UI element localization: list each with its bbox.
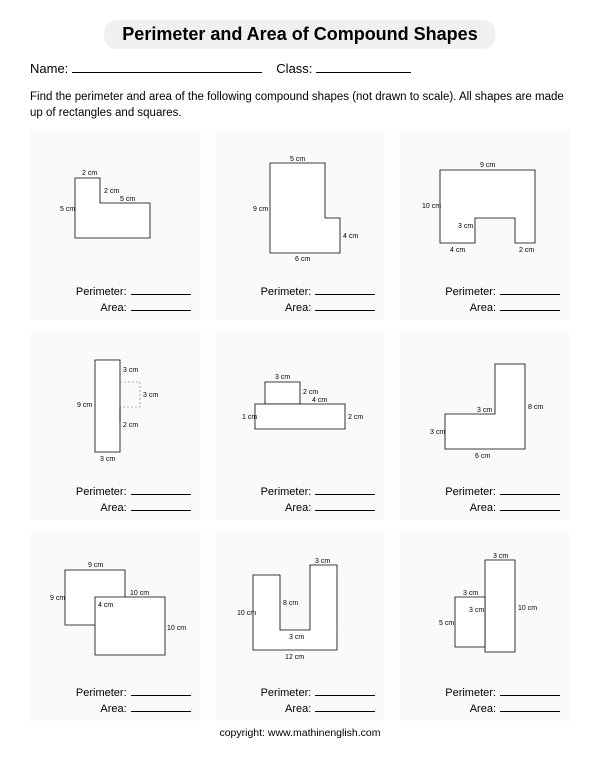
svg-text:9 cm: 9 cm xyxy=(77,402,92,409)
class-label: Class: xyxy=(276,61,312,76)
shape: 5 cm 9 cm 4 cm 6 cm xyxy=(221,135,380,282)
shapes-grid: 2 cm 2 cm 5 cm 5 cm Perimeter: Area: 5 c… xyxy=(30,131,570,721)
svg-text:3 cm: 3 cm xyxy=(493,553,508,560)
svg-text:3 cm: 3 cm xyxy=(469,607,484,614)
svg-text:2 cm: 2 cm xyxy=(519,247,534,254)
svg-text:4 cm: 4 cm xyxy=(312,397,327,404)
svg-text:4 cm: 4 cm xyxy=(450,247,465,254)
shape-card: 3 cm 10 cm 8 cm 3 cm 12 cm Perimeter: Ar… xyxy=(215,532,386,721)
name-class-line: Name: Class: xyxy=(30,59,570,76)
shape-card: 5 cm 9 cm 4 cm 6 cm Perimeter: Area: xyxy=(215,131,386,320)
svg-text:2 cm: 2 cm xyxy=(104,188,119,195)
svg-text:3 cm: 3 cm xyxy=(315,558,330,565)
class-blank[interactable] xyxy=(316,59,411,73)
shape: 3 cm 2 cm 4 cm 1 cm 2 cm xyxy=(221,336,380,483)
shape: 3 cm 10 cm 8 cm 3 cm 12 cm xyxy=(221,536,380,683)
shape: 2 cm 2 cm 5 cm 5 cm xyxy=(36,135,195,282)
svg-text:3 cm: 3 cm xyxy=(477,407,492,414)
svg-text:5 cm: 5 cm xyxy=(120,196,135,203)
svg-text:4 cm: 4 cm xyxy=(98,602,113,609)
svg-text:9 cm: 9 cm xyxy=(50,595,65,602)
shape-card: 3 cm 3 cm 9 cm 2 cm 3 cm Perimeter: Area… xyxy=(30,332,201,521)
shape: 3 cm 8 cm 3 cm 6 cm xyxy=(405,336,564,483)
shape: 3 cm 3 cm 10 cm 3 cm 5 cm xyxy=(405,536,564,683)
svg-text:3 cm: 3 cm xyxy=(289,634,304,641)
svg-text:3 cm: 3 cm xyxy=(463,590,478,597)
shape: 9 cm 9 cm 10 cm 4 cm 10 cm xyxy=(36,536,195,683)
shape-card: 3 cm 8 cm 3 cm 6 cm Perimeter: Area: xyxy=(399,332,570,521)
shape-card: 3 cm 3 cm 10 cm 3 cm 5 cm Perimeter: Are… xyxy=(399,532,570,721)
svg-text:6 cm: 6 cm xyxy=(475,453,490,460)
svg-text:10 cm: 10 cm xyxy=(237,610,256,617)
svg-text:10 cm: 10 cm xyxy=(130,590,149,597)
worksheet-page: Perimeter and Area of Compound Shapes Na… xyxy=(0,0,600,780)
svg-text:3 cm: 3 cm xyxy=(275,374,290,381)
svg-text:3 cm: 3 cm xyxy=(430,429,445,436)
svg-text:8 cm: 8 cm xyxy=(283,600,298,607)
shape: 9 cm 10 cm 3 cm 4 cm 2 cm xyxy=(405,135,564,282)
svg-text:12 cm: 12 cm xyxy=(285,654,304,661)
svg-text:3 cm: 3 cm xyxy=(458,223,473,230)
svg-text:5 cm: 5 cm xyxy=(60,206,75,213)
shape-card: 9 cm 9 cm 10 cm 4 cm 10 cm Perimeter: Ar… xyxy=(30,532,201,721)
svg-text:6 cm: 6 cm xyxy=(295,256,310,263)
svg-text:8 cm: 8 cm xyxy=(528,404,543,411)
svg-text:9 cm: 9 cm xyxy=(88,562,103,569)
name-blank[interactable] xyxy=(72,59,262,73)
perimeter-blank[interactable] xyxy=(131,284,191,295)
svg-text:10 cm: 10 cm xyxy=(167,625,186,632)
svg-text:9 cm: 9 cm xyxy=(253,206,268,213)
svg-text:3 cm: 3 cm xyxy=(100,456,115,463)
shape-card: 3 cm 2 cm 4 cm 1 cm 2 cm Perimeter: Area… xyxy=(215,332,386,521)
svg-text:2 cm: 2 cm xyxy=(123,422,138,429)
svg-text:5 cm: 5 cm xyxy=(290,156,305,163)
area-label: Area: xyxy=(100,302,126,314)
shape: 3 cm 3 cm 9 cm 2 cm 3 cm xyxy=(36,336,195,483)
instructions: Find the perimeter and area of the follo… xyxy=(30,90,570,121)
svg-text:3 cm: 3 cm xyxy=(143,392,158,399)
page-title: Perimeter and Area of Compound Shapes xyxy=(104,20,495,49)
perimeter-label: Perimeter: xyxy=(76,286,127,298)
svg-text:10 cm: 10 cm xyxy=(422,203,441,210)
svg-text:9 cm: 9 cm xyxy=(480,162,495,169)
copyright: copyright: www.mathinenglish.com xyxy=(30,727,570,739)
svg-text:2 cm: 2 cm xyxy=(82,170,97,177)
shape-card: 2 cm 2 cm 5 cm 5 cm Perimeter: Area: xyxy=(30,131,201,320)
svg-text:2 cm: 2 cm xyxy=(348,414,363,421)
svg-text:2 cm: 2 cm xyxy=(303,389,318,396)
svg-text:1 cm: 1 cm xyxy=(242,414,257,421)
shape-card: 9 cm 10 cm 3 cm 4 cm 2 cm Perimeter: Are… xyxy=(399,131,570,320)
svg-text:3 cm: 3 cm xyxy=(123,367,138,374)
svg-text:5 cm: 5 cm xyxy=(439,620,454,627)
name-label: Name: xyxy=(30,61,68,76)
svg-text:10 cm: 10 cm xyxy=(518,605,537,612)
svg-text:4 cm: 4 cm xyxy=(343,233,358,240)
area-blank[interactable] xyxy=(131,300,191,311)
